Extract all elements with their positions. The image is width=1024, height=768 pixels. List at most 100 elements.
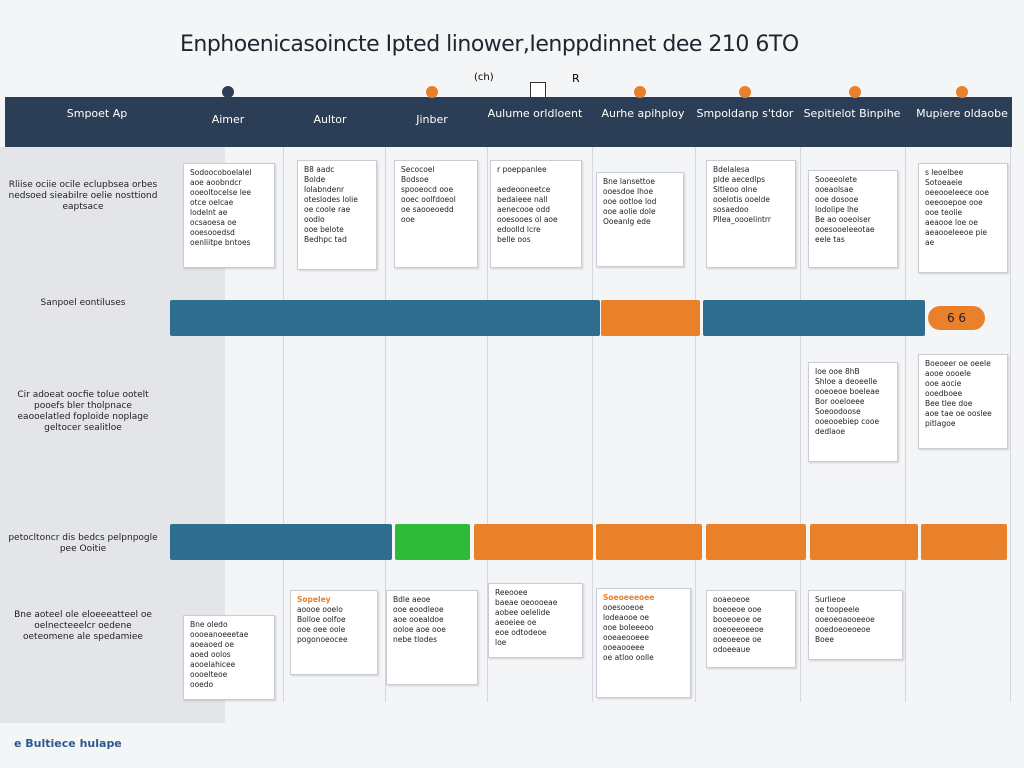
note-card: Bdle aeoe ooe eoodleoe aoe ooealdoe ooloe a… xyxy=(386,590,478,685)
mark: (ch) xyxy=(474,72,494,83)
bar-segment xyxy=(170,524,392,560)
card-line: bedaieee nall xyxy=(497,195,548,204)
card-line: oooeanoeeetae xyxy=(190,630,249,639)
card-line: Boeoeer oe oeele xyxy=(925,359,991,368)
card-line: Bne lansettoe xyxy=(603,177,655,186)
card-line: lodolipe lhe xyxy=(815,205,859,214)
card-line: booeoeoe oe xyxy=(713,615,762,624)
card-line: ooeaolsae xyxy=(815,185,854,194)
card-line: Sltleoo olne xyxy=(713,185,758,194)
note-card: Bne oledo oooeanoeeetae aoeaoed oe aoed ool… xyxy=(183,615,275,700)
card-line: Boee xyxy=(815,635,834,644)
note-card: Bne lansettoe ooesdoe lhoe ooe ootloe lod o… xyxy=(596,172,684,267)
card-line: ooedboee xyxy=(925,389,963,398)
card-line: spooeocd ooe xyxy=(401,185,454,194)
grid-line xyxy=(592,147,593,702)
card-line: ooeoeeoe oe xyxy=(713,635,762,644)
card-line: ooeoeoaooeeoe xyxy=(815,615,875,624)
card-line: Reeooee xyxy=(495,588,528,597)
card-line: Sooeeolete xyxy=(815,175,858,184)
card-line: lolabndenr xyxy=(304,185,345,194)
bar-segment xyxy=(601,300,700,336)
card-line: ooe teolie xyxy=(925,208,963,217)
card-line: Secocoel xyxy=(401,165,435,174)
card-line: odoeeaue xyxy=(713,645,751,654)
card-line: Shloe a deoeelle xyxy=(815,377,878,386)
card-line: ooe belote xyxy=(304,225,344,234)
box xyxy=(530,82,546,98)
column-header: Sepitielot Binpihe xyxy=(803,107,901,120)
column-header: Aurhe apihploy xyxy=(601,107,685,120)
card-line: ooec oolfdoeol xyxy=(401,195,456,204)
grid-line xyxy=(1010,147,1011,702)
card-line: ooeooebiep cooe xyxy=(815,417,880,426)
header-band xyxy=(5,97,1012,147)
card-line: aenecooe odd xyxy=(497,205,550,214)
card-line: oeeooeleece ooe xyxy=(925,188,989,197)
card-line: pitlagoe xyxy=(925,419,956,428)
card-line: eoe odtodeoe xyxy=(495,628,547,637)
card-line: Soeoodoose xyxy=(815,407,861,416)
card-line: edoolld lcre xyxy=(497,225,541,234)
card-line: Be ao ooeoiser xyxy=(815,215,871,224)
bar-segment xyxy=(703,300,925,336)
card-line: oe coole rae xyxy=(304,205,351,214)
grid-line xyxy=(695,147,696,702)
card-line: ooe aolie dole xyxy=(603,207,656,216)
card-line: oodlo xyxy=(304,215,325,224)
card-line: oooelteoe xyxy=(190,670,228,679)
card-line: ooedo xyxy=(190,680,214,689)
card-line: otce oelcae xyxy=(190,198,234,207)
card-line: s leoelbee xyxy=(925,168,964,177)
card-line: aoeaoed oe xyxy=(190,640,234,649)
dot xyxy=(426,86,438,98)
card-line: oenliitpe bntoes xyxy=(190,238,251,247)
card-line: aoe tae oe ooslee xyxy=(925,409,992,418)
card-line: ooe dosooe xyxy=(815,195,859,204)
card-line: aooe oooele xyxy=(925,369,971,378)
card-line: oe saooeoedd xyxy=(401,205,454,214)
card-line: sosaedoo xyxy=(713,205,749,214)
card-line: eele tas xyxy=(815,235,845,244)
card-line: ooelotis ooelde xyxy=(713,195,771,204)
card-line: belle oos xyxy=(497,235,531,244)
note-card: B8 aadc Bolde lolabndenr oteslodes lolie oe … xyxy=(297,160,377,270)
card-line: Sotoeaeie xyxy=(925,178,963,187)
row-label: Bne aoteel ole eloeeeatteel oe oelnectee… xyxy=(14,610,152,642)
card-line: Soeoeeeoee xyxy=(603,593,655,602)
note-card: s leoelbee Sotoeaeie oeeooeleece ooe oeeooe… xyxy=(918,163,1008,273)
card-line: ooesooedsd xyxy=(190,228,235,237)
card-line: aoe aoobndcr xyxy=(190,178,242,187)
note-card: Boeoeer oe oeele aooe oooele ooe aocie ooed… xyxy=(918,354,1008,449)
card-line: Bdle aeoe xyxy=(393,595,431,604)
note-card: Ioe ooe 8hB Shloe a deoeelle ooeoeoe boele… xyxy=(808,362,898,462)
card-line: oeeooepoe ooe xyxy=(925,198,983,207)
note-card: Reeooee baeae oeoooeae aobee oelelide aeoei… xyxy=(488,583,583,658)
card-line: ooaeoeoe xyxy=(713,595,750,604)
card-line: Bor ooeloeee xyxy=(815,397,865,406)
bar-segment xyxy=(706,524,806,560)
card-line: ooe boleeeoo xyxy=(603,623,654,632)
card-line: ooeaooeee xyxy=(603,643,645,652)
card-line: ooeoltocelse lee xyxy=(190,188,252,197)
dot xyxy=(849,86,861,98)
card-line: plde aecedlps xyxy=(713,175,766,184)
column-header: Aultor xyxy=(313,113,347,126)
card-line: ooloe aoe ooe xyxy=(393,625,446,634)
card-line: Sopeley xyxy=(297,595,331,604)
card-line: ooesooeoe xyxy=(603,603,644,612)
grid-line xyxy=(487,147,488,702)
note-card: Surlieoe oe toopeele ooeoeoaooeeoe ooedoeoe… xyxy=(808,590,903,660)
card-line: ooe xyxy=(401,215,415,224)
card-line: lodelnt ae xyxy=(190,208,228,217)
card-line: ooedoeoeoeoe xyxy=(815,625,871,634)
note-card: Soeoeeeoee ooesooeoe lodeaooe oe ooe boleee… xyxy=(596,588,691,698)
row-label: petocltoncr dis bedcs pelpnpogle pee Ooi… xyxy=(8,533,158,554)
card-line: ooe oee oole xyxy=(297,625,346,634)
bar-segment xyxy=(474,524,593,560)
grid-line xyxy=(800,147,801,702)
card-line: aobee oelelide xyxy=(495,608,551,617)
column-header: Aulume orldloent xyxy=(487,107,583,120)
card-line: Bolde xyxy=(304,175,326,184)
